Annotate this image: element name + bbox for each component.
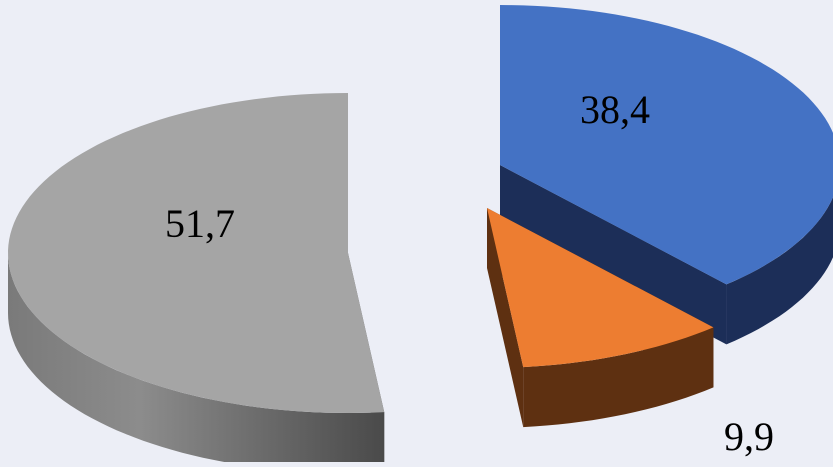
slice-2-top — [8, 93, 385, 413]
slice-2 — [8, 93, 385, 467]
slice-0 — [500, 5, 833, 345]
slice-2-side-wall-0 — [8, 253, 385, 467]
slice-label-2: 51,7 — [165, 201, 235, 246]
slice-label-1: 9,9 — [724, 414, 774, 459]
slice-1-cut-face-1 — [487, 208, 524, 428]
slice-0-cut-face-1 — [500, 165, 727, 345]
slice-1-top — [487, 208, 714, 368]
slice-0-top — [500, 5, 833, 285]
slice-label-0: 38,4 — [580, 87, 650, 132]
slice-0-side-wall-0 — [726, 197, 833, 345]
slice-1 — [487, 208, 714, 428]
slice-1-side-wall-0 — [523, 327, 714, 428]
